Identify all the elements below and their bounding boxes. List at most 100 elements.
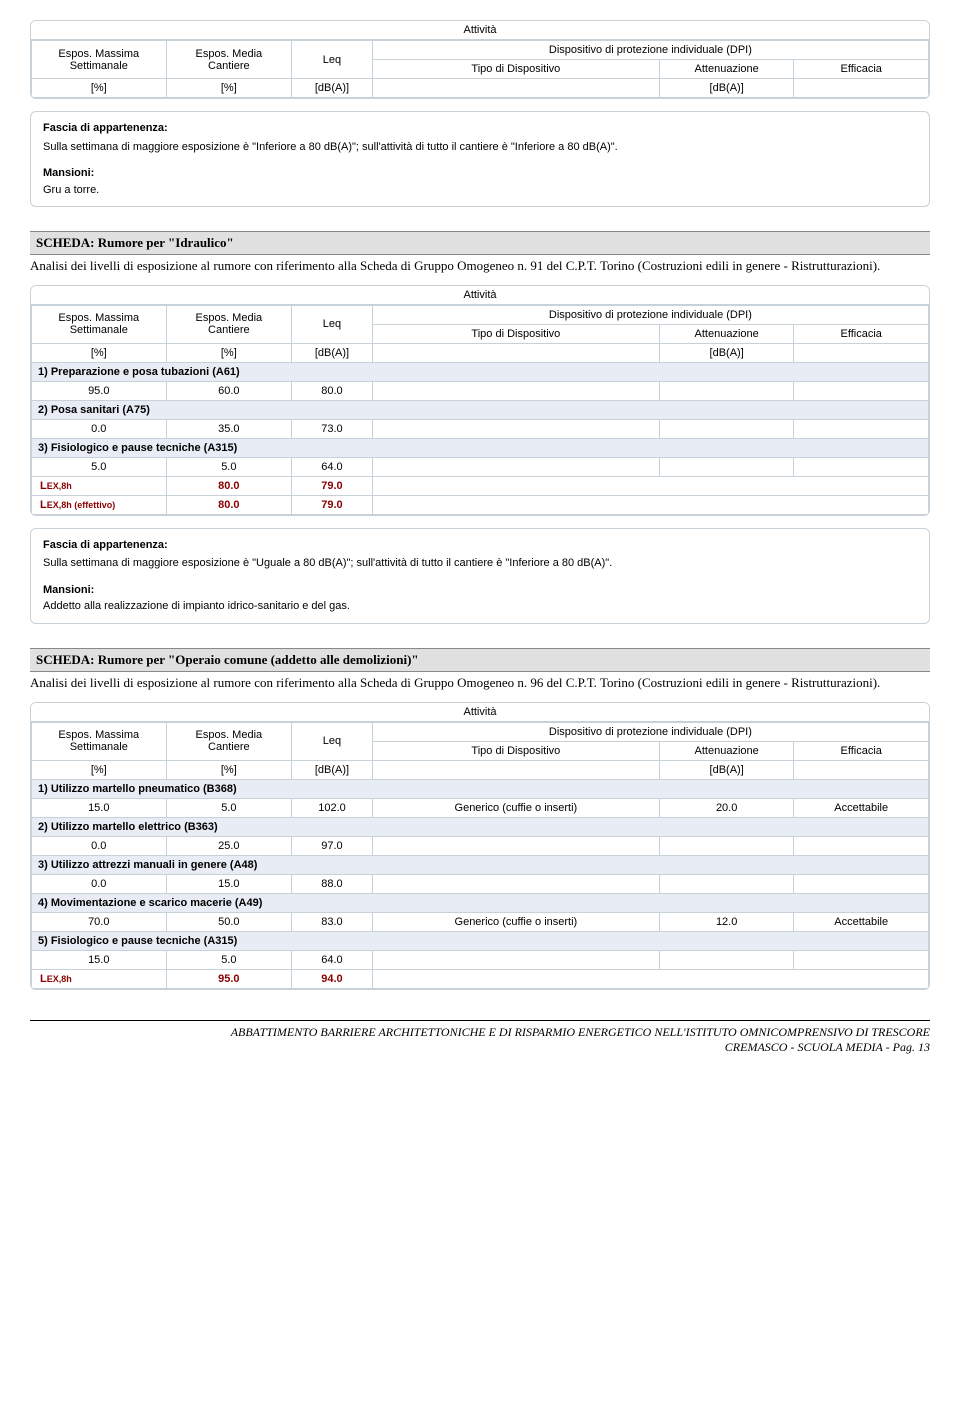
col: Settimanale <box>70 741 128 753</box>
unit: [dB(A)] <box>292 343 373 362</box>
table-row: 0.035.073.0 <box>32 419 929 438</box>
col: Espos. Media <box>196 729 263 741</box>
table-row: 5) Fisiologico e pause tecniche (A315) <box>32 931 929 950</box>
activity-name: 1) Utilizzo martello pneumatico (B368) <box>32 779 929 798</box>
unit: [dB(A)] <box>659 343 794 362</box>
header-table: Espos. MassimaSettimanale Espos. MediaCa… <box>31 40 929 98</box>
top-table: Attività Espos. MassimaSettimanale Espos… <box>30 20 930 99</box>
lex-row: LEX,8h95.094.0 <box>32 969 929 988</box>
val: 60.0 <box>166 381 292 400</box>
eff: Accettabile <box>794 798 929 817</box>
page-footer: ABBATTIMENTO BARRIERE ARCHITETTONICHE E … <box>30 1020 930 1056</box>
val: 5.0 <box>166 950 292 969</box>
col: Cantiere <box>208 324 250 336</box>
eff: Accettabile <box>794 912 929 931</box>
tipo: Generico (cuffie o inserti) <box>372 912 659 931</box>
val: 83.0 <box>292 912 373 931</box>
val: 0.0 <box>32 874 167 893</box>
val: 102.0 <box>292 798 373 817</box>
fascia-box-1: Fascia di appartenenza: Sulla settimana … <box>30 111 930 207</box>
activity-name: 3) Utilizzo attrezzi manuali in genere (… <box>32 855 929 874</box>
col-leq: Leq <box>292 41 373 79</box>
fascia-text: Sulla settimana di maggiore esposizione … <box>43 555 917 572</box>
lex-label: LEX,8h <box>32 476 167 495</box>
table-1: Attività Espos. MassimaSettimanale Espos… <box>30 285 930 516</box>
unit-dba: [dB(A)] <box>659 79 794 98</box>
val: 80.0 <box>166 495 292 514</box>
att: 20.0 <box>659 798 794 817</box>
val: 80.0 <box>292 381 373 400</box>
col: Attenuazione <box>659 324 794 343</box>
val: 88.0 <box>292 874 373 893</box>
col: Efficacia <box>794 741 929 760</box>
table-row: 1) Utilizzo martello pneumatico (B368) <box>32 779 929 798</box>
table-row: 3) Fisiologico e pause tecniche (A315) <box>32 438 929 457</box>
val: 15.0 <box>32 798 167 817</box>
table-row: 1) Preparazione e posa tubazioni (A61) <box>32 362 929 381</box>
unit: [dB(A)] <box>292 760 373 779</box>
unit-pct: [%] <box>32 79 167 98</box>
val: 79.0 <box>292 476 373 495</box>
table-row: 0.015.088.0 <box>32 874 929 893</box>
val: 94.0 <box>292 969 373 988</box>
table-2: Attività Espos. MassimaSettimanale Espos… <box>30 702 930 990</box>
unit: [%] <box>166 343 292 362</box>
activity-name: 3) Fisiologico e pause tecniche (A315) <box>32 438 929 457</box>
activity-header: Attività <box>31 286 929 305</box>
table-row: 4) Movimentazione e scarico macerie (A49… <box>32 893 929 912</box>
col: Tipo di Dispositivo <box>372 741 659 760</box>
unit: [%] <box>32 343 167 362</box>
val: 97.0 <box>292 836 373 855</box>
col-espos-media: Espos. Media <box>196 48 263 60</box>
mansioni-label: Mansioni: <box>43 165 917 182</box>
val: 15.0 <box>32 950 167 969</box>
col: Tipo di Dispositivo <box>372 324 659 343</box>
scheda-desc-1: Analisi dei livelli di esposizione al ru… <box>30 255 930 285</box>
activity-header: Attività <box>31 21 929 40</box>
val: 5.0 <box>32 457 167 476</box>
col: Settimanale <box>70 324 128 336</box>
val: 50.0 <box>166 912 292 931</box>
lex-row: LEX,8h (effettivo)80.079.0 <box>32 495 929 514</box>
val: 95.0 <box>32 381 167 400</box>
activity-name: 5) Fisiologico e pause tecniche (A315) <box>32 931 929 950</box>
val: 80.0 <box>166 476 292 495</box>
val: 95.0 <box>166 969 292 988</box>
table-row: 95.060.080.0 <box>32 381 929 400</box>
val: 0.0 <box>32 836 167 855</box>
activity-name: 2) Utilizzo martello elettrico (B363) <box>32 817 929 836</box>
val: 70.0 <box>32 912 167 931</box>
fascia-title: Fascia di appartenenza: <box>43 537 917 554</box>
col-cantiere: Cantiere <box>208 60 250 72</box>
unit-pct: [%] <box>166 79 292 98</box>
fascia-box-2: Fascia di appartenenza: Sulla settimana … <box>30 528 930 624</box>
tipo: Generico (cuffie o inserti) <box>372 798 659 817</box>
col-dpi: Dispositivo di protezione individuale (D… <box>372 41 928 60</box>
scheda-desc-2: Analisi dei livelli di esposizione al ru… <box>30 672 930 702</box>
mansioni-text: Addetto alla realizzazione di impianto i… <box>43 598 917 615</box>
activity-name: 4) Movimentazione e scarico macerie (A49… <box>32 893 929 912</box>
scheda-title-2: SCHEDA: Rumore per "Operaio comune (adde… <box>30 648 930 672</box>
unit: [%] <box>166 760 292 779</box>
fascia-text: Sulla settimana di maggiore esposizione … <box>43 139 917 156</box>
mansioni-text: Gru a torre. <box>43 182 917 199</box>
val: 64.0 <box>292 457 373 476</box>
col: Leq <box>292 722 373 760</box>
val: 5.0 <box>166 457 292 476</box>
footer-line-2: CREMASCO - SCUOLA MEDIA - Pag. 13 <box>30 1040 930 1056</box>
col-efficacia: Efficacia <box>794 60 929 79</box>
col: Espos. Massima <box>58 312 139 324</box>
col: Leq <box>292 305 373 343</box>
lex-label: LEX,8h (effettivo) <box>32 495 167 514</box>
activity-name: 2) Posa sanitari (A75) <box>32 400 929 419</box>
table-row: 3) Utilizzo attrezzi manuali in genere (… <box>32 855 929 874</box>
unit: [%] <box>32 760 167 779</box>
val: 15.0 <box>166 874 292 893</box>
table-row: 15.05.064.0 <box>32 950 929 969</box>
col: Dispositivo di protezione individuale (D… <box>372 722 928 741</box>
lex-row: LEX,8h80.079.0 <box>32 476 929 495</box>
col-espos-max: Espos. Massima <box>58 48 139 60</box>
table-row: 15.05.0102.0Generico (cuffie o inserti)2… <box>32 798 929 817</box>
col-settimanale: Settimanale <box>70 60 128 72</box>
activity-header: Attività <box>31 703 929 722</box>
